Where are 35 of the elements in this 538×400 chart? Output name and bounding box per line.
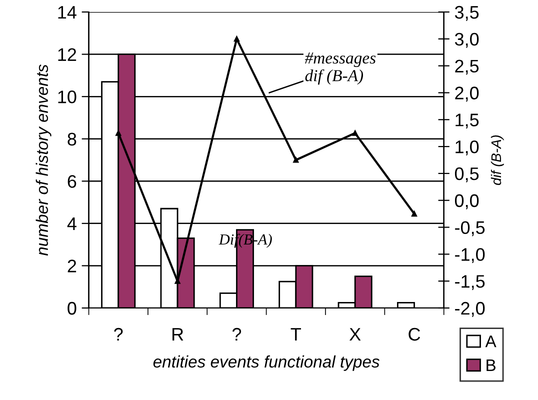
y2-tick-label: -0,5 (455, 221, 485, 236)
y-tick-label: 4 (67, 218, 76, 230)
x-tick-label: X (349, 328, 361, 341)
y2-tick-label: 1,0 (456, 140, 479, 156)
y2-tick-label: 3,0 (454, 32, 479, 48)
annotation: #messages dif (B-A) (304, 52, 376, 85)
legend-label: A (485, 336, 496, 348)
y-tick-label: 6 (68, 175, 76, 188)
x-tick-label: T (290, 328, 301, 341)
y2-tick-label: 2,0 (455, 86, 479, 102)
y-tick-label: 14 (58, 6, 76, 19)
point (116, 130, 122, 136)
bar (396, 302, 415, 308)
y-axis-title: number of history envents (36, 64, 52, 256)
y2-axis-title: dif (B-A) (490, 135, 504, 185)
y2-tick-label: -1,5 (455, 275, 485, 290)
point (352, 130, 358, 136)
y-tick-label: 0 (68, 302, 76, 315)
x-axis-title: entities events functional types (153, 355, 380, 371)
y2-tick-label: 0,5 (454, 167, 479, 182)
y-tick-label: 8 (68, 132, 76, 146)
y-tick-label: 2 (68, 260, 76, 272)
y2-tick-label: -2,0 (455, 302, 485, 317)
y2-tick-label: -1,0 (455, 248, 485, 264)
x-tick-label: ? (232, 328, 242, 341)
y2-tick-label: 3,5 (454, 6, 479, 21)
x-tick-label: R (172, 328, 184, 341)
y2-tick-label: 1,5 (456, 114, 479, 128)
x-tick-label: ? (114, 328, 123, 341)
y-tick-label: 10 (58, 90, 76, 104)
y2-tick-label: 2,5 (455, 60, 479, 75)
legend-label: B (486, 359, 496, 371)
y-tick-label: 12 (58, 48, 76, 61)
x-tick-label: C (408, 328, 420, 341)
y2-tick-label: 0,0 (454, 194, 479, 210)
